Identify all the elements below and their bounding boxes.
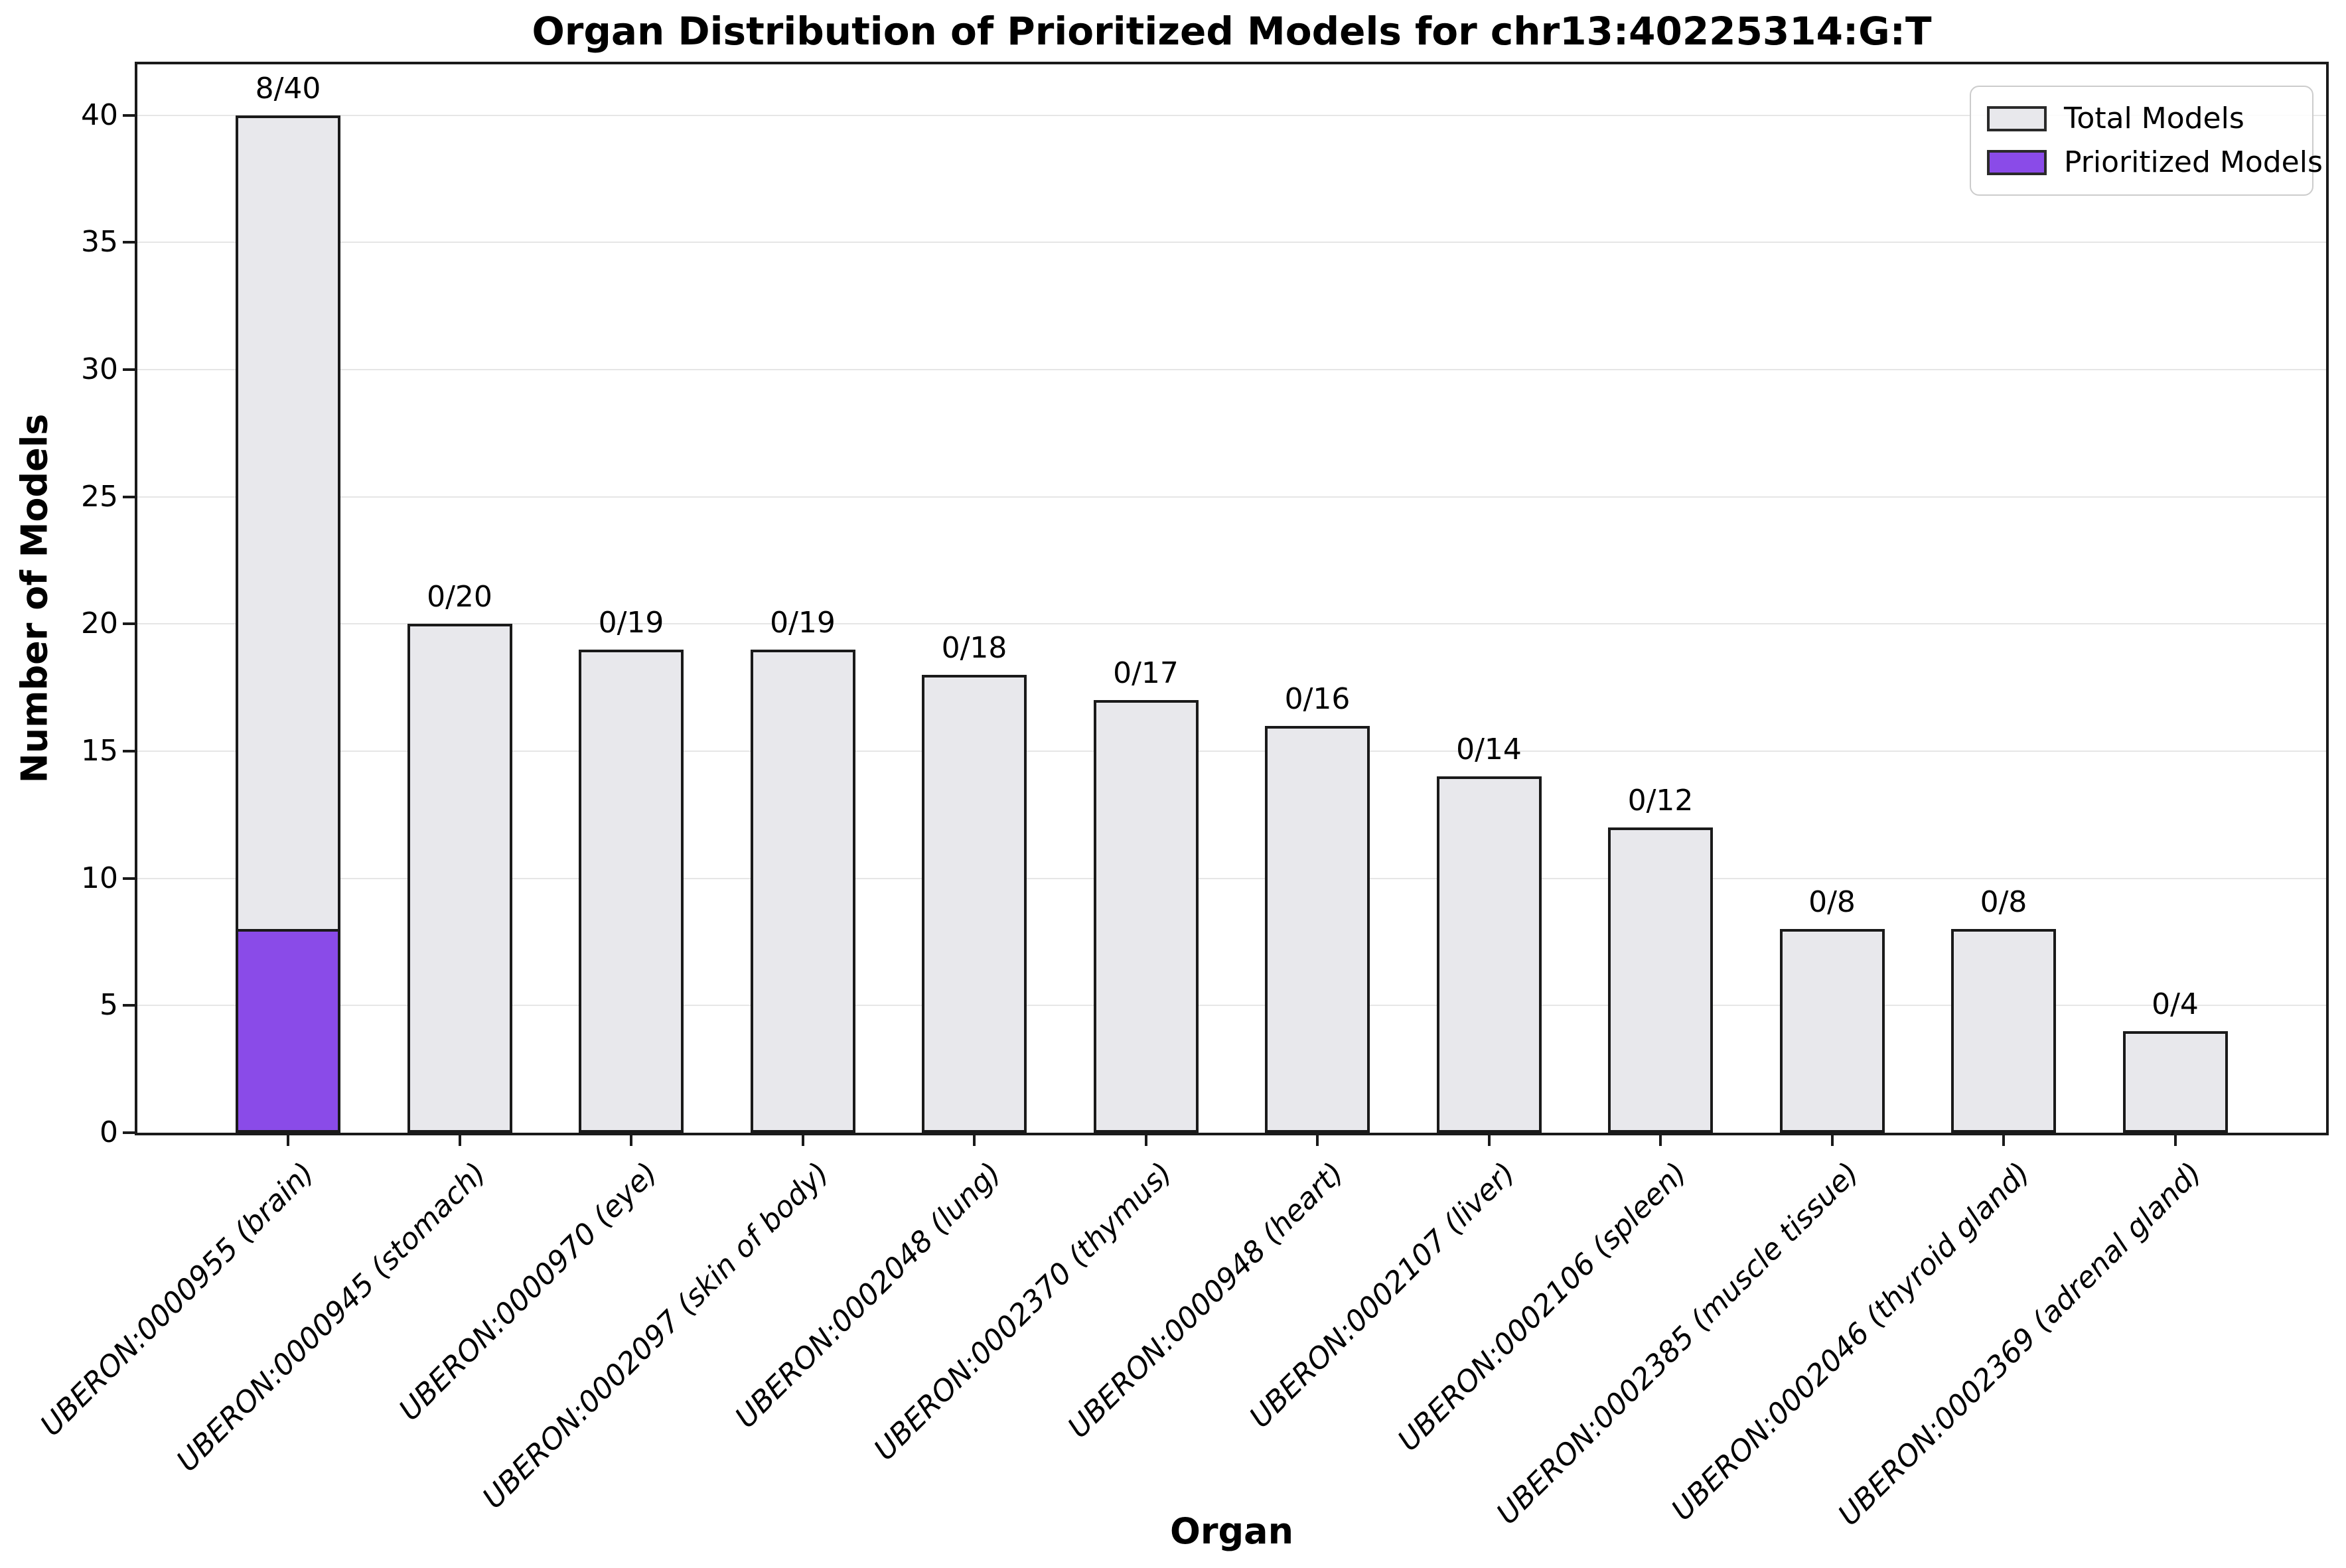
x-tick-9 <box>1830 1134 1834 1146</box>
y-tick-label-40: 40 <box>81 98 118 132</box>
gridline-y-40 <box>137 114 2326 116</box>
x-tick-label-0: UBERON:0000955 (brain) <box>34 1156 322 1443</box>
y-tick-label-15: 15 <box>81 734 118 768</box>
bar-total-10 <box>1951 929 2056 1133</box>
bar-value-label-1: 0/20 <box>427 580 492 614</box>
bar-value-label-9: 0/8 <box>1808 885 1856 920</box>
x-tick-5 <box>1144 1134 1147 1146</box>
x-tick-label-6: UBERON:0000948 (heart) <box>1061 1156 1351 1445</box>
x-tick-10 <box>2002 1134 2005 1146</box>
legend-entry-total: Total Models <box>1987 103 2296 135</box>
gridline-y-20 <box>137 623 2326 625</box>
y-tick-25 <box>123 495 135 498</box>
y-tick-label-10: 10 <box>81 861 118 895</box>
x-tick-label-11: UBERON:0002369 (adrenal gland) <box>1832 1156 2209 1533</box>
bar-value-label-4: 0/18 <box>941 631 1007 665</box>
gridline-y-15 <box>137 750 2326 752</box>
x-tick-4 <box>973 1134 976 1146</box>
bar-total-1 <box>407 624 512 1133</box>
x-tick-8 <box>1659 1134 1662 1146</box>
bar-value-label-6: 0/16 <box>1284 681 1351 716</box>
legend-label-total: Total Models <box>2064 102 2244 135</box>
y-tick-label-35: 35 <box>81 225 118 259</box>
y-tick-20 <box>123 622 135 626</box>
bar-value-label-2: 0/19 <box>598 605 664 640</box>
y-tick-40 <box>123 113 135 117</box>
y-axis-label: Number of Models <box>13 413 56 784</box>
y-tick-label-25: 25 <box>81 479 118 514</box>
bar-value-label-3: 0/19 <box>770 605 836 640</box>
x-tick-6 <box>1316 1134 1319 1146</box>
x-tick-7 <box>1487 1134 1491 1146</box>
bar-value-label-7: 0/14 <box>1456 733 1522 767</box>
x-tick-3 <box>801 1134 804 1146</box>
y-tick-label-20: 20 <box>81 606 118 641</box>
y-tick-label-0: 0 <box>100 1115 118 1149</box>
x-tick-label-1: UBERON:0000945 (stomach) <box>170 1156 493 1479</box>
x-tick-label-9: UBERON:0002385 (muscle tissue) <box>1489 1156 1866 1532</box>
bar-value-label-8: 0/12 <box>1627 784 1694 818</box>
total-models-swatch-icon <box>1987 106 2047 131</box>
bar-value-label-0: 8/40 <box>255 71 321 106</box>
chart-title: Organ Distribution of Prioritized Models… <box>532 9 1932 54</box>
y-tick-label-30: 30 <box>81 352 118 386</box>
x-tick-1 <box>458 1134 461 1146</box>
legend: Total Models Prioritized Models <box>1970 86 2323 196</box>
x-tick-11 <box>2173 1134 2177 1146</box>
y-tick-0 <box>123 1131 135 1134</box>
prioritized-models-swatch-icon <box>1987 150 2047 175</box>
x-tick-0 <box>287 1134 289 1146</box>
bar-total-9 <box>1779 929 1885 1133</box>
y-tick-10 <box>123 877 135 880</box>
bar-total-7 <box>1436 776 1542 1133</box>
legend-label-prioritized: Prioritized Models <box>2064 145 2323 179</box>
x-tick-2 <box>630 1134 632 1146</box>
gridline-y-10 <box>137 877 2326 879</box>
x-tick-label-10: UBERON:0002046 (thyroid gland) <box>1665 1156 2037 1528</box>
y-tick-5 <box>123 1004 135 1007</box>
y-tick-15 <box>123 750 135 752</box>
bar-total-2 <box>579 649 684 1133</box>
x-tick-label-5: UBERON:0002370 (thymus) <box>867 1156 1179 1467</box>
gridline-y-5 <box>137 1005 2326 1007</box>
bar-total-11 <box>2122 1031 2228 1133</box>
y-tick-30 <box>123 368 135 371</box>
gridline-y-35 <box>137 242 2326 244</box>
bar-total-4 <box>922 675 1027 1133</box>
bar-value-label-5: 0/17 <box>1113 656 1179 691</box>
bar-prioritized-0 <box>236 929 340 1133</box>
bar-total-3 <box>750 649 855 1133</box>
gridline-y-25 <box>137 496 2326 498</box>
bar-total-8 <box>1608 827 1713 1133</box>
x-tick-label-3: UBERON:0002097 (skin of body) <box>476 1156 836 1516</box>
gridline-y-30 <box>137 369 2326 370</box>
bar-value-label-10: 0/8 <box>1980 885 2027 920</box>
bar-value-label-11: 0/4 <box>2152 987 2199 1021</box>
x-tick-label-8: UBERON:0002106 (spleen) <box>1392 1156 1694 1459</box>
y-tick-35 <box>123 241 135 244</box>
y-tick-label-5: 5 <box>100 988 118 1023</box>
x-axis-label: Organ <box>1169 1510 1294 1552</box>
bar-total-6 <box>1265 725 1370 1133</box>
bar-total-5 <box>1093 700 1199 1133</box>
legend-entry-prioritized: Prioritized Models <box>1987 147 2323 178</box>
